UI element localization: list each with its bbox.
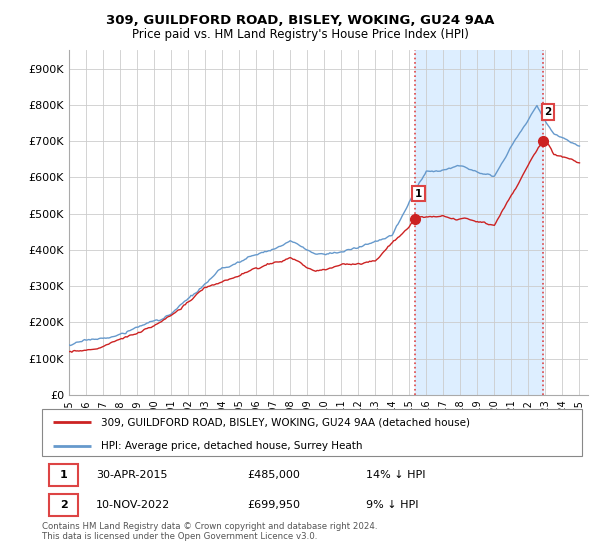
Text: 1: 1: [415, 189, 422, 199]
Text: 10-NOV-2022: 10-NOV-2022: [96, 500, 170, 510]
FancyBboxPatch shape: [49, 494, 79, 516]
Text: 14% ↓ HPI: 14% ↓ HPI: [366, 470, 425, 480]
Text: Contains HM Land Registry data © Crown copyright and database right 2024.
This d: Contains HM Land Registry data © Crown c…: [42, 522, 377, 542]
FancyBboxPatch shape: [49, 464, 79, 486]
FancyBboxPatch shape: [42, 409, 582, 456]
Text: Price paid vs. HM Land Registry's House Price Index (HPI): Price paid vs. HM Land Registry's House …: [131, 28, 469, 41]
Text: 309, GUILDFORD ROAD, BISLEY, WOKING, GU24 9AA (detached house): 309, GUILDFORD ROAD, BISLEY, WOKING, GU2…: [101, 417, 470, 427]
Text: HPI: Average price, detached house, Surrey Heath: HPI: Average price, detached house, Surr…: [101, 441, 363, 451]
Text: 2: 2: [60, 500, 67, 510]
Text: 30-APR-2015: 30-APR-2015: [96, 470, 167, 480]
Text: £699,950: £699,950: [247, 500, 300, 510]
Text: 2: 2: [545, 107, 552, 117]
Bar: [415, 50, 543, 395]
Text: £485,000: £485,000: [247, 470, 300, 480]
Text: 9% ↓ HPI: 9% ↓ HPI: [366, 500, 419, 510]
Text: 1: 1: [60, 470, 67, 480]
Text: 309, GUILDFORD ROAD, BISLEY, WOKING, GU24 9AA: 309, GUILDFORD ROAD, BISLEY, WOKING, GU2…: [106, 14, 494, 27]
